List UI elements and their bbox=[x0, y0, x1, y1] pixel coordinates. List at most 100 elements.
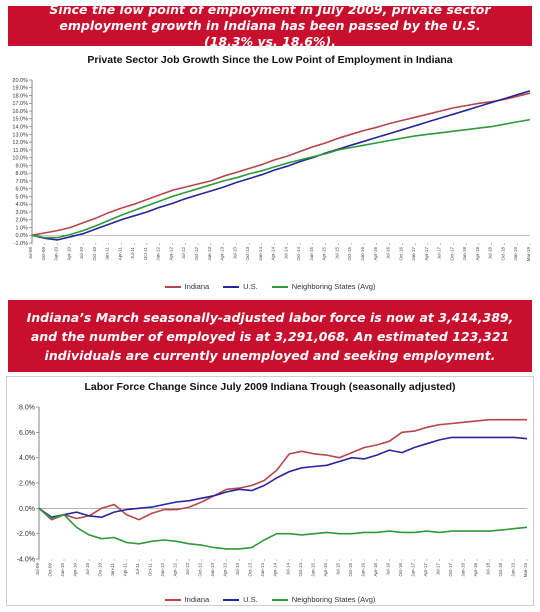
chart-job-growth: -1.0% 0.0% 1.0%2.0% 3.0% 4.0% 5.0%6.0% 7.0% 8.0… bbox=[12, 78, 531, 261]
x-tick-label: Jan-15 bbox=[309, 247, 314, 261]
x-tick-label: Oct-15 bbox=[347, 247, 352, 261]
x-tick-label: Jul-13 bbox=[232, 247, 237, 260]
x-tick-label: Oct-13 bbox=[248, 563, 253, 577]
series-line-indiana bbox=[31, 92, 531, 236]
x-tick-label: Oct-09 bbox=[48, 563, 53, 577]
chart-panel-labor-force: Labor Force Change Since July 2009 India… bbox=[6, 376, 534, 606]
y-tick-label: -1.0% bbox=[14, 241, 28, 247]
chart-legend: Indiana U.S. Neighboring States (Avg) bbox=[6, 282, 534, 291]
y-tick-label: 8.0% bbox=[15, 171, 28, 177]
x-tick-label: Jul-16 bbox=[386, 247, 391, 260]
legend-label: Indiana bbox=[184, 595, 210, 604]
x-tick-label: Apr-17 bbox=[423, 563, 428, 577]
x-tick-label: Apr-10 bbox=[73, 563, 78, 577]
x-tick-label: Oct-11 bbox=[143, 247, 148, 261]
x-tick-label: Jul-16 bbox=[385, 563, 390, 576]
y-tick-label: 12.0% bbox=[12, 140, 28, 146]
x-tick-label: Apr-13 bbox=[223, 563, 228, 577]
y-tick-label: 6.0% bbox=[19, 430, 35, 437]
x-tick-label: Jul-17 bbox=[437, 247, 442, 260]
x-tick-label: Jul-11 bbox=[130, 247, 135, 259]
y-tick-label: -2.0% bbox=[17, 531, 35, 538]
x-tick-label: Jan-17 bbox=[410, 563, 415, 577]
x-tick-label: Oct-18 bbox=[498, 563, 503, 577]
legend-swatch bbox=[223, 285, 240, 288]
legend-item: U.S. bbox=[223, 595, 258, 604]
x-tick-label: Apr-12 bbox=[173, 563, 178, 577]
x-tick-label: Jan-12 bbox=[156, 247, 161, 261]
x-tick-label: Jan-13 bbox=[207, 247, 212, 261]
x-tick-label: Jan-11 bbox=[110, 563, 115, 577]
x-tick-label: Jan-14 bbox=[258, 247, 263, 261]
x-tick-label: Jan-14 bbox=[260, 563, 265, 577]
legend-label: Indiana bbox=[184, 282, 210, 291]
x-tick-label: Oct-12 bbox=[198, 563, 203, 577]
x-tick-label: Oct-17 bbox=[448, 563, 453, 577]
y-tick-label: 20.0% bbox=[12, 78, 28, 84]
x-tick-label: Apr-15 bbox=[323, 563, 328, 577]
y-tick-label: 14.0% bbox=[12, 124, 28, 130]
series-line-u-s bbox=[31, 90, 531, 241]
x-tick-label: Jul-13 bbox=[235, 563, 240, 576]
x-tick-label: Oct-13 bbox=[245, 247, 250, 261]
y-tick-label: 4.0% bbox=[19, 455, 35, 462]
legend-swatch bbox=[271, 598, 288, 601]
x-tick-label: Apr-14 bbox=[273, 563, 278, 577]
y-tick-label: 17.0% bbox=[12, 101, 28, 107]
x-tick-label: Oct-18 bbox=[500, 247, 505, 261]
middle-banner: Indiana’s March seasonally-adjusted labo… bbox=[8, 300, 532, 372]
x-tick-label: Jul-14 bbox=[285, 563, 290, 576]
x-tick-label: Jul-15 bbox=[335, 563, 340, 576]
x-tick-label: Oct-17 bbox=[449, 247, 454, 261]
y-tick-label: 1.0% bbox=[15, 225, 28, 231]
y-tick-label: -4.0% bbox=[17, 556, 35, 563]
x-tick-label: Mar-19 bbox=[523, 563, 528, 578]
y-tick-label: 9.0% bbox=[15, 163, 28, 169]
legend-swatch bbox=[271, 285, 288, 288]
chart-labor-force: -4.0% -2.0% 0.0% 2.0% 4.0% 6.0% 8.0% Jul-09 Oct-… bbox=[17, 404, 528, 578]
x-tick-label: Jul-11 bbox=[135, 563, 140, 575]
y-tick-label: 7.0% bbox=[15, 179, 28, 185]
y-tick-label: 4.0% bbox=[15, 202, 28, 208]
y-tick-label: 3.0% bbox=[15, 210, 28, 216]
x-tick-label: Apr-16 bbox=[373, 563, 378, 577]
x-tick-label: Oct-12 bbox=[194, 247, 199, 261]
chart-title: Labor Force Change Since July 2009 India… bbox=[84, 381, 456, 393]
series-line-neighboring-states-avg bbox=[38, 507, 528, 550]
x-tick-label: Jan-17 bbox=[411, 247, 416, 261]
y-tick-label: 0.0% bbox=[19, 506, 35, 513]
series-line-neighboring-states-avg bbox=[31, 118, 531, 239]
x-tick-label: Jan-19 bbox=[510, 563, 515, 577]
x-tick-label: Jul-18 bbox=[488, 247, 493, 260]
x-tick-label: Oct-11 bbox=[148, 563, 153, 577]
y-tick-label: 18.0% bbox=[12, 93, 28, 99]
y-tick-label: 16.0% bbox=[12, 109, 28, 115]
x-tick-label: Jul-17 bbox=[435, 563, 440, 576]
y-tick-label: 2.0% bbox=[19, 480, 35, 487]
x-tick-label: Apr-11 bbox=[123, 563, 128, 577]
x-tick-label: Apr-11 bbox=[117, 247, 122, 261]
x-tick-label: Jan-19 bbox=[513, 247, 518, 261]
y-tick-label: 0.0% bbox=[15, 233, 28, 239]
legend-label: Neighboring States (Avg) bbox=[291, 282, 376, 291]
x-tick-label: Jul-12 bbox=[185, 563, 190, 576]
y-tick-label: 10.0% bbox=[12, 156, 28, 162]
top-banner: Since the low point of employment in Jul… bbox=[8, 2, 532, 49]
x-tick-label: Jul-14 bbox=[283, 247, 288, 260]
x-tick-label: Apr-16 bbox=[373, 247, 378, 261]
x-tick-label: Oct-14 bbox=[298, 563, 303, 577]
y-tick-label: 8.0% bbox=[19, 404, 35, 411]
x-tick-label: Jan-10 bbox=[60, 563, 65, 577]
x-tick-label: Jul-15 bbox=[334, 247, 339, 260]
legend-item: Neighboring States (Avg) bbox=[271, 595, 375, 604]
x-tick-label: Apr-15 bbox=[322, 247, 327, 261]
x-tick-label: Jan-13 bbox=[210, 563, 215, 577]
x-tick-label: Apr-10 bbox=[66, 247, 71, 261]
y-tick-label: 15.0% bbox=[12, 117, 28, 123]
y-tick-label: 11.0% bbox=[13, 148, 28, 154]
x-tick-label: Oct-15 bbox=[348, 563, 353, 577]
y-tick-label: 6.0% bbox=[15, 187, 28, 193]
x-tick-label: Jan-18 bbox=[462, 247, 467, 261]
legend-label: U.S. bbox=[243, 595, 258, 604]
legend-item: U.S. bbox=[223, 282, 258, 291]
